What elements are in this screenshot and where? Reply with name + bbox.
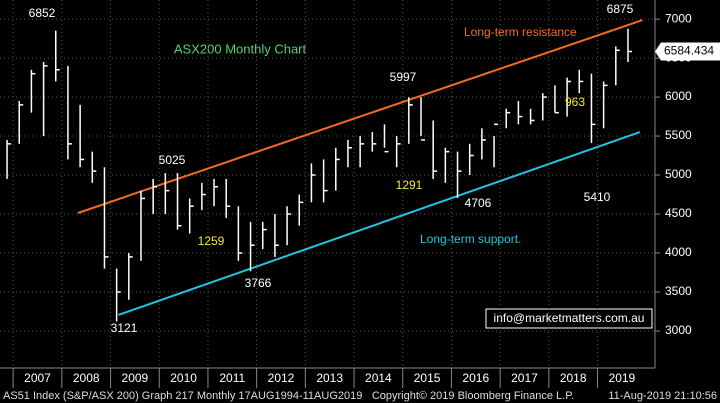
watermark: info@marketmatters.com.au <box>494 311 645 325</box>
annotation: 5997 <box>390 70 417 84</box>
annotation: 6875 <box>607 2 634 16</box>
annotation: 5410 <box>584 190 611 204</box>
y-tick-label: 3500 <box>665 284 692 298</box>
footer-left: AS51 Index (S&P/ASX 200) Graph 217 Month… <box>3 390 362 402</box>
trendline <box>118 131 641 316</box>
annotation: 1259 <box>198 234 225 248</box>
y-tick-label: 6000 <box>665 89 692 103</box>
y-tick-label: 4000 <box>665 245 692 259</box>
last-price-box <box>655 42 720 61</box>
x-tick-label: 2016 <box>462 371 489 385</box>
x-tick-label: 2010 <box>170 371 197 385</box>
watermark-box <box>485 308 653 329</box>
x-tick-label: 2018 <box>560 371 587 385</box>
trendline <box>77 19 643 214</box>
annotation: 6852 <box>29 6 56 20</box>
trendline-label: Long-term support. <box>420 232 521 246</box>
x-tick-label: 2014 <box>365 371 392 385</box>
annotation: 963 <box>565 95 585 109</box>
annotation: 3121 <box>111 321 138 335</box>
y-tick-label: 5500 <box>665 128 692 142</box>
footer-center: Copyright© 2019 Bloomberg Finance L.P. <box>372 390 574 402</box>
annotation: 4706 <box>465 196 492 210</box>
x-tick-label: 2009 <box>122 371 149 385</box>
x-tick-label: 2007 <box>24 371 51 385</box>
x-tick-label: 2019 <box>609 371 636 385</box>
y-tick-label: 4500 <box>665 206 692 220</box>
annotation: 5025 <box>159 153 186 167</box>
chart-title: ASX200 Monthly Chart <box>174 41 307 56</box>
annotation: 3766 <box>245 276 272 290</box>
y-tick-label: 3000 <box>665 323 692 337</box>
y-tick-label: 7000 <box>665 11 692 25</box>
y-tick-label: 5000 <box>665 167 692 181</box>
x-tick-label: 2008 <box>73 371 100 385</box>
last-price-label: 6584.434 <box>664 44 714 58</box>
x-tick-label: 2012 <box>268 371 295 385</box>
annotation: 1291 <box>396 178 423 192</box>
trendline-label: Long-term resistance <box>464 25 577 39</box>
x-tick-label: 2011 <box>219 371 245 385</box>
footer-right: 11-Aug-2019 21:10:56 <box>608 390 717 402</box>
x-tick-label: 2013 <box>316 371 343 385</box>
x-tick-label: 2015 <box>414 371 441 385</box>
x-tick-label: 2017 <box>511 371 538 385</box>
